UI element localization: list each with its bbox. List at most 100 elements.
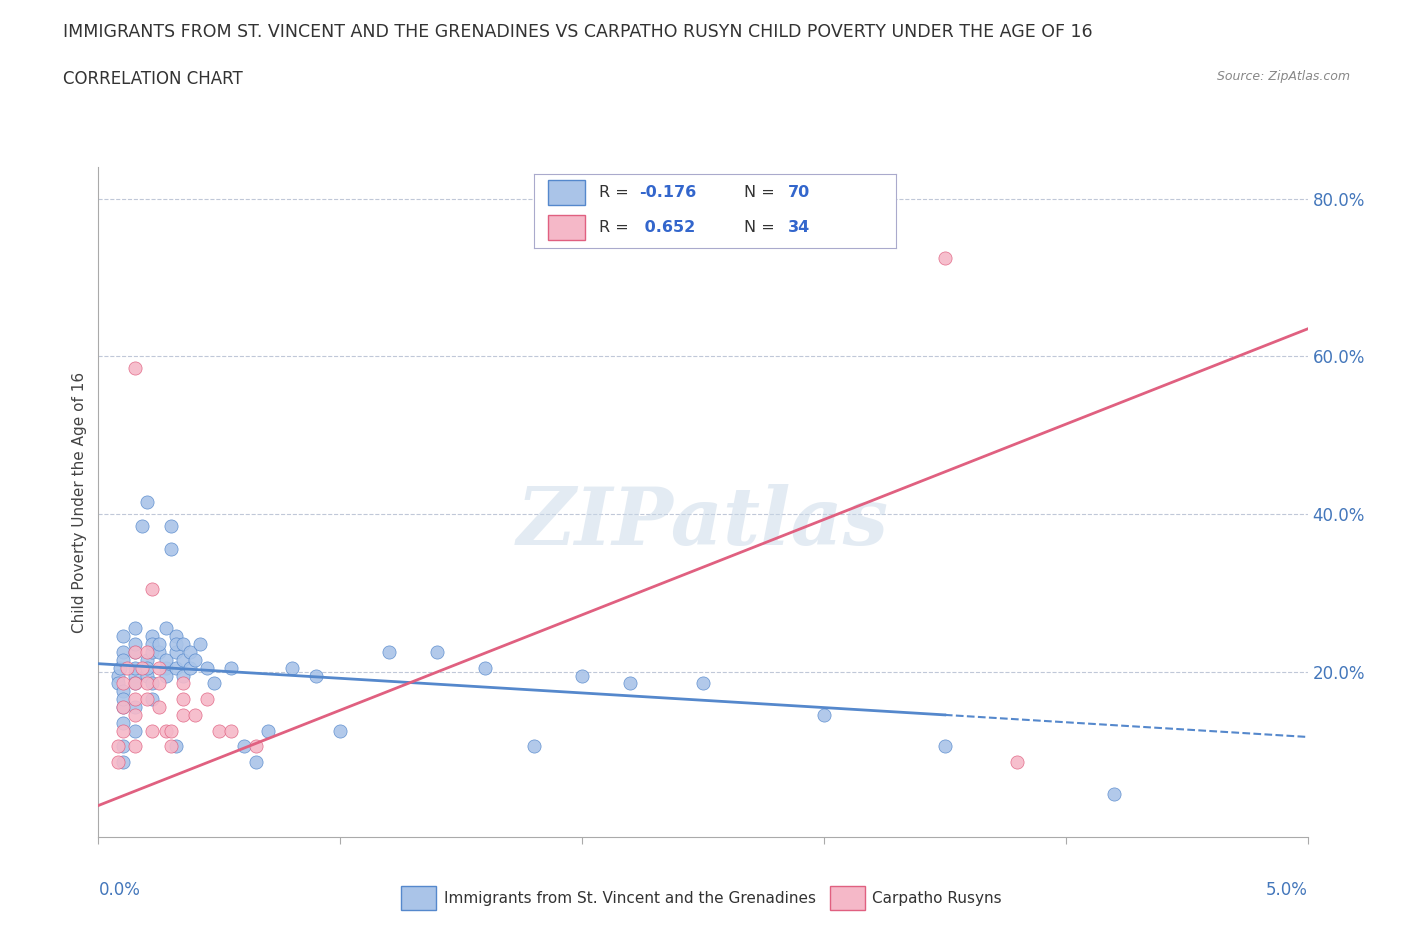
Point [141, 636, 163, 651]
Point [124, 644, 146, 659]
Point [172, 692, 194, 707]
Text: Source: ZipAtlas.com: Source: ZipAtlas.com [1216, 70, 1350, 83]
Point [184, 708, 207, 723]
Point [221, 660, 243, 675]
Point [148, 676, 170, 691]
Point [329, 724, 352, 738]
Text: IMMIGRANTS FROM ST. VINCENT AND THE GRENADINES VS CARPATHO RUSYN CHILD POVERTY U: IMMIGRANTS FROM ST. VINCENT AND THE GREN… [63, 23, 1092, 41]
Point [188, 636, 211, 651]
Point [1007, 755, 1029, 770]
Y-axis label: Child Poverty Under the Age of 16: Child Poverty Under the Age of 16 [72, 372, 87, 632]
Point [124, 739, 146, 754]
Point [172, 668, 194, 683]
Point [179, 644, 201, 659]
Point [111, 755, 134, 770]
Point [135, 652, 157, 667]
Point [124, 361, 146, 376]
Point [111, 644, 134, 659]
Point [172, 676, 194, 691]
Point [141, 629, 163, 644]
Point [111, 629, 134, 644]
Point [107, 668, 129, 683]
Point [221, 724, 243, 738]
Text: CORRELATION CHART: CORRELATION CHART [63, 70, 243, 87]
Point [305, 668, 328, 683]
Point [124, 644, 146, 659]
Point [165, 636, 187, 651]
Point [124, 724, 146, 738]
Point [256, 724, 278, 738]
Point [245, 739, 267, 754]
Point [281, 660, 304, 675]
Point [232, 739, 254, 754]
Point [124, 692, 146, 707]
Point [160, 739, 183, 754]
Point [135, 495, 157, 510]
Point [141, 644, 163, 659]
Point [523, 739, 546, 754]
Point [124, 621, 146, 636]
Point [141, 676, 163, 691]
Point [124, 676, 146, 691]
Point [124, 668, 146, 683]
Point [107, 676, 129, 691]
Point [172, 652, 194, 667]
Point [148, 644, 170, 659]
Point [124, 676, 146, 691]
Point [124, 660, 146, 675]
Point [131, 518, 153, 533]
Point [195, 660, 218, 675]
Point [619, 676, 641, 691]
Point [155, 660, 177, 675]
Point [165, 660, 187, 675]
Point [135, 644, 157, 659]
Point [155, 621, 177, 636]
Point [111, 739, 134, 754]
Point [571, 668, 593, 683]
Point [124, 636, 146, 651]
Point [204, 676, 226, 691]
Point [148, 636, 170, 651]
Point [160, 724, 183, 738]
Point [172, 636, 194, 651]
Point [135, 692, 157, 707]
Point [165, 739, 187, 754]
Point [1102, 786, 1125, 801]
Point [245, 755, 267, 770]
Point [179, 660, 201, 675]
Point [111, 699, 134, 714]
Point [107, 755, 129, 770]
Point [124, 708, 146, 723]
Point [165, 629, 187, 644]
Point [131, 660, 153, 675]
Point [184, 652, 207, 667]
Point [195, 692, 218, 707]
Point [124, 699, 146, 714]
Point [155, 724, 177, 738]
Point [135, 668, 157, 683]
Point [141, 692, 163, 707]
Text: Immigrants from St. Vincent and the Grenadines: Immigrants from St. Vincent and the Gren… [444, 891, 817, 906]
Text: ZIPatlas: ZIPatlas [517, 484, 889, 561]
Point [111, 676, 134, 691]
Point [155, 668, 177, 683]
Point [474, 660, 496, 675]
Text: 5.0%: 5.0% [1265, 881, 1308, 898]
Point [135, 676, 157, 691]
Point [934, 739, 956, 754]
Point [111, 715, 134, 730]
Point [141, 581, 163, 596]
Point [160, 542, 183, 557]
Point [111, 684, 134, 698]
Point [377, 644, 399, 659]
Point [172, 708, 194, 723]
Point [111, 652, 134, 667]
Point [813, 708, 835, 723]
Point [117, 660, 139, 675]
Point [141, 724, 163, 738]
Point [108, 660, 131, 675]
Point [160, 518, 183, 533]
Point [165, 644, 187, 659]
Point [155, 652, 177, 667]
Text: 0.0%: 0.0% [98, 881, 141, 898]
